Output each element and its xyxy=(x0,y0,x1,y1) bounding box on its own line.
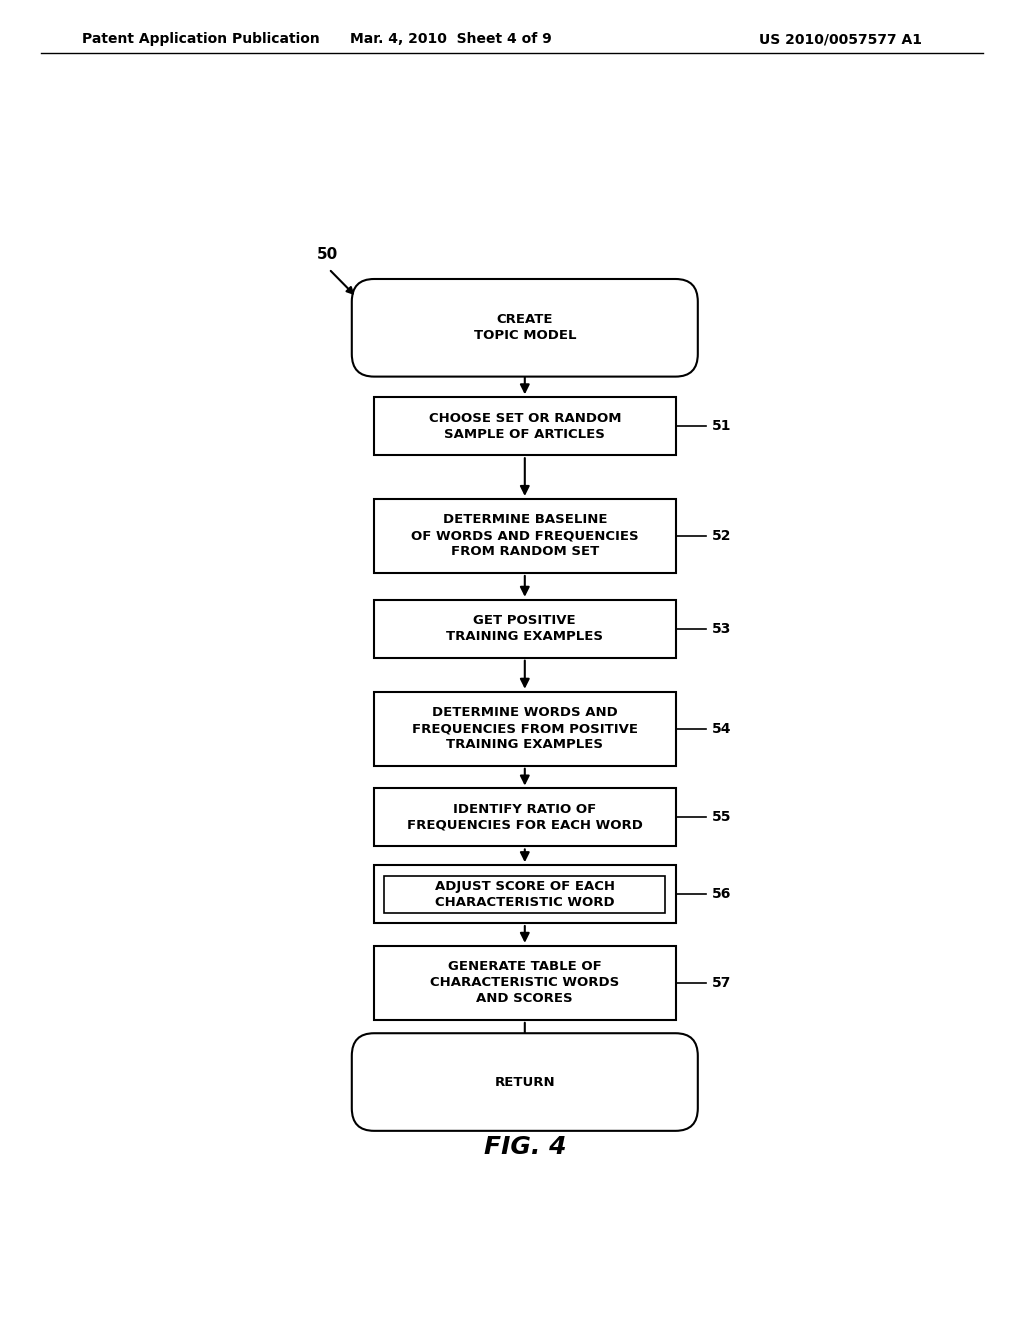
Text: GET POSITIVE
TRAINING EXAMPLES: GET POSITIVE TRAINING EXAMPLES xyxy=(446,614,603,643)
FancyBboxPatch shape xyxy=(374,788,676,846)
Text: 51: 51 xyxy=(712,420,731,433)
Text: 56: 56 xyxy=(712,887,731,902)
Text: 50: 50 xyxy=(316,247,338,261)
Text: IDENTIFY RATIO OF
FREQUENCIES FOR EACH WORD: IDENTIFY RATIO OF FREQUENCIES FOR EACH W… xyxy=(407,803,643,832)
FancyBboxPatch shape xyxy=(374,692,676,766)
FancyBboxPatch shape xyxy=(374,499,676,573)
Text: CREATE
TOPIC MODEL: CREATE TOPIC MODEL xyxy=(473,313,577,342)
Text: RETURN: RETURN xyxy=(495,1076,555,1089)
FancyBboxPatch shape xyxy=(374,945,676,1020)
FancyBboxPatch shape xyxy=(374,599,676,657)
Text: US 2010/0057577 A1: US 2010/0057577 A1 xyxy=(759,32,922,46)
Text: Mar. 4, 2010  Sheet 4 of 9: Mar. 4, 2010 Sheet 4 of 9 xyxy=(349,32,552,46)
FancyBboxPatch shape xyxy=(374,397,676,455)
FancyBboxPatch shape xyxy=(374,865,676,923)
Text: ADJUST SCORE OF EACH
CHARACTERISTIC WORD: ADJUST SCORE OF EACH CHARACTERISTIC WORD xyxy=(435,879,614,908)
Text: 57: 57 xyxy=(712,975,731,990)
FancyBboxPatch shape xyxy=(352,1034,697,1131)
Text: DETERMINE WORDS AND
FREQUENCIES FROM POSITIVE
TRAINING EXAMPLES: DETERMINE WORDS AND FREQUENCIES FROM POS… xyxy=(412,706,638,751)
Text: FIG. 4: FIG. 4 xyxy=(483,1135,566,1159)
FancyBboxPatch shape xyxy=(352,279,697,376)
Text: 52: 52 xyxy=(712,529,731,543)
Text: 53: 53 xyxy=(712,622,731,636)
Text: 55: 55 xyxy=(712,810,731,825)
Text: CHOOSE SET OR RANDOM
SAMPLE OF ARTICLES: CHOOSE SET OR RANDOM SAMPLE OF ARTICLES xyxy=(429,412,621,441)
Text: 54: 54 xyxy=(712,722,731,735)
Text: Patent Application Publication: Patent Application Publication xyxy=(82,32,319,46)
Text: DETERMINE BASELINE
OF WORDS AND FREQUENCIES
FROM RANDOM SET: DETERMINE BASELINE OF WORDS AND FREQUENC… xyxy=(411,513,639,558)
Text: GENERATE TABLE OF
CHARACTERISTIC WORDS
AND SCORES: GENERATE TABLE OF CHARACTERISTIC WORDS A… xyxy=(430,961,620,1006)
FancyBboxPatch shape xyxy=(384,875,666,912)
